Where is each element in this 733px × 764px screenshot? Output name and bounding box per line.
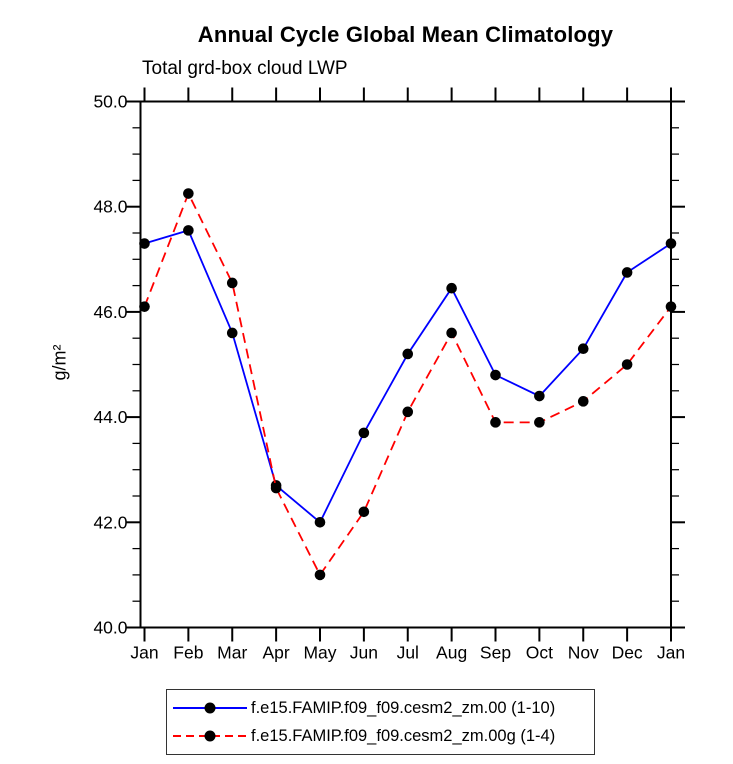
y-tick-label: 46.0	[93, 302, 127, 322]
x-tick-label: Feb	[173, 643, 203, 663]
data-point-1	[226, 277, 238, 289]
legend-label-series-1: f.e15.FAMIP.f09_f09.cesm2_zm.00g (1-4)	[251, 726, 556, 745]
x-tick-label: Sep	[480, 643, 511, 663]
legend-item-series-0: f.e15.FAMIP.f09_f09.cesm2_zm.00 (1-10)	[167, 698, 594, 718]
plot-box	[139, 100, 672, 629]
y-tick-label: 40.0	[93, 618, 127, 638]
x-tick-label: Jan	[657, 643, 685, 663]
x-tick-label: Apr	[263, 643, 290, 663]
legend: f.e15.FAMIP.f09_f09.cesm2_zm.00 (1-10) f…	[166, 689, 595, 755]
data-point-1	[358, 506, 370, 518]
x-tick-label: Mar	[217, 643, 247, 663]
data-point-0	[490, 369, 501, 381]
legend-solid-line-sample	[173, 702, 247, 714]
data-point-0	[534, 390, 545, 402]
data-point-0	[226, 327, 238, 339]
data-point-1	[270, 482, 282, 494]
x-tick-label: Jun	[350, 643, 378, 663]
y-tick-label: 50.0	[93, 92, 127, 112]
x-tick-label: Dec	[612, 643, 643, 663]
series-line-1	[143, 191, 672, 577]
legend-item-series-1: f.e15.FAMIP.f09_f09.cesm2_zm.00g (1-4)	[167, 726, 594, 746]
data-point-0	[139, 238, 150, 249]
data-point-0	[358, 427, 370, 439]
x-tick-label: Nov	[568, 643, 599, 663]
series-line-0	[144, 229, 672, 524]
data-point-1	[621, 359, 633, 370]
chart-title: Annual Cycle Global Mean Climatology	[197, 22, 614, 47]
data-point-1	[446, 327, 457, 339]
data-point-1	[183, 188, 194, 199]
data-point-0	[577, 343, 589, 355]
data-point-1	[402, 406, 414, 418]
data-point-1	[490, 417, 501, 428]
data-point-1	[139, 301, 150, 312]
data-point-1	[314, 569, 326, 581]
data-point-0	[665, 238, 677, 249]
data-point-0	[402, 348, 414, 360]
x-tick-label: May	[303, 643, 336, 663]
data-point-1	[534, 417, 545, 428]
data-point-0	[446, 282, 457, 294]
x-tick-label: Oct	[526, 643, 553, 663]
legend-label-series-0: f.e15.FAMIP.f09_f09.cesm2_zm.00 (1-10)	[251, 698, 556, 717]
x-tick-label: Aug	[436, 643, 467, 663]
x-tick-label: Jul	[397, 643, 419, 663]
data-point-1	[665, 301, 677, 312]
data-point-0	[621, 267, 633, 278]
data-point-1	[577, 396, 589, 407]
y-tick-label: 48.0	[93, 197, 127, 217]
data-point-0	[183, 225, 194, 236]
y-tick-label: 42.0	[93, 512, 127, 532]
y-tick-label: 44.0	[93, 407, 127, 427]
data-point-0	[314, 517, 326, 528]
legend-dashed-line-sample	[173, 730, 247, 742]
chart-subtitle: Total grd-box cloud LWP	[142, 58, 348, 79]
x-tick-label: Jan	[130, 643, 158, 663]
